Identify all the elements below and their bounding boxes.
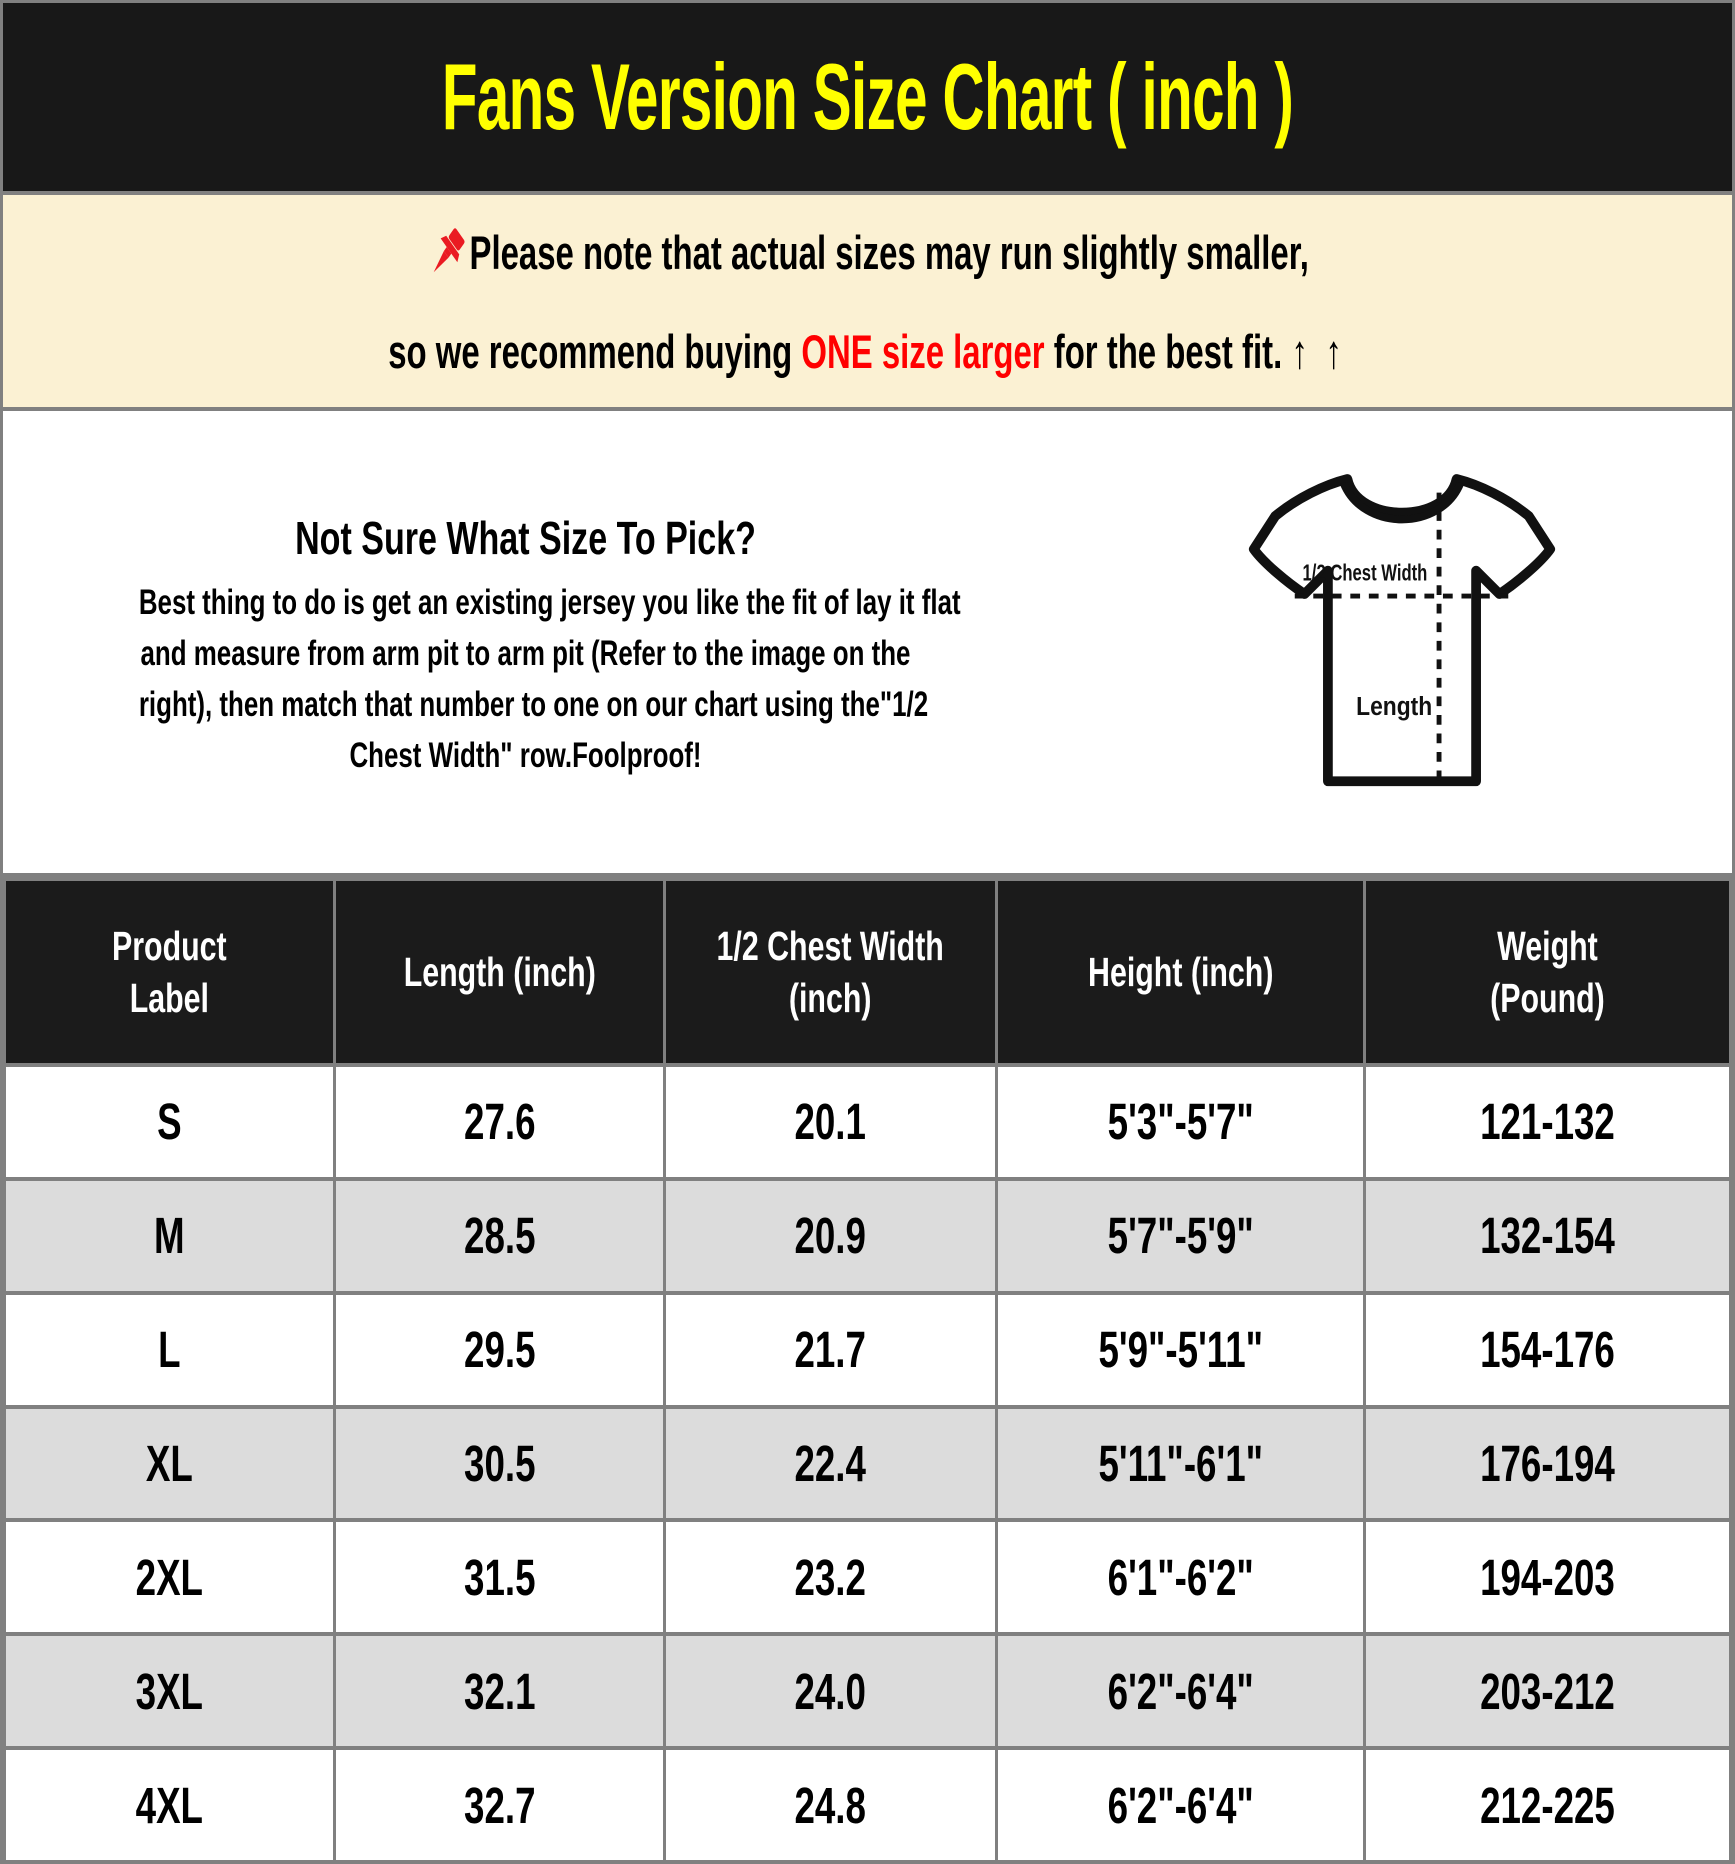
height-cell: 5'9"-5'11" (994, 1290, 1367, 1409)
sizing-help-line: Best thing to do is get an existing jers… (138, 583, 961, 622)
height-cell: 6'1"-6'2" (994, 1518, 1367, 1637)
note-text-2-pre: so we recommend buying (388, 325, 802, 378)
length-label: Length (1356, 691, 1432, 721)
size-table: Product Label Length (inch) 1/2 Chest Wi… (3, 877, 1732, 1864)
note-text-2-post: for the best fit. (1044, 325, 1292, 378)
size-label-cell: 2XL (3, 1518, 336, 1637)
weight-cell: 121-132 (1363, 1063, 1732, 1181)
t-shirt-outline (1248, 474, 1556, 787)
t-shirt-diagram: 1/2 Chest Width Length (1246, 459, 1558, 816)
table-row: M 28.5 20.9 5'7"-5'9" 132-154 (3, 1176, 1732, 1295)
height-cell: 5'7"-5'9" (994, 1176, 1367, 1295)
chest-cell: 22.4 (663, 1404, 998, 1523)
sizing-help-text: Not Sure What Size To Pick? Best thing t… (3, 509, 1048, 781)
pushpin-icon (426, 223, 468, 294)
height-cell: 5'3"-5'7" (994, 1063, 1367, 1181)
weight-cell: 132-154 (1363, 1176, 1732, 1295)
table-row: 2XL 31.5 23.2 6'1"-6'2" 194-203 (3, 1518, 1732, 1637)
table-row: 4XL 32.7 24.8 6'2"-6'4" 212-225 (3, 1746, 1732, 1864)
chest-cell: 24.8 (663, 1746, 998, 1864)
note-emphasis: ONE size larger (801, 325, 1045, 378)
header-line: Height (inch) (1087, 949, 1274, 995)
header-cell-product-label: Product Label (3, 877, 336, 1067)
sizing-help-heading: Not Sure What Size To Pick? (295, 512, 756, 564)
header-line: Label (129, 975, 209, 1021)
chest-cell: 21.7 (663, 1290, 998, 1409)
size-label-cell: 3XL (3, 1632, 336, 1751)
height-cell: 5'11"-6'1" (994, 1404, 1367, 1523)
collar-line (1339, 481, 1465, 524)
header-cell-height: Height (inch) (994, 877, 1367, 1067)
height-cell: 6'2"-6'4" (994, 1632, 1367, 1751)
sizing-help-section: Not Sure What Size To Pick? Best thing t… (3, 411, 1732, 873)
length-cell: 28.5 (332, 1176, 667, 1295)
table-header-row: Product Label Length (inch) 1/2 Chest Wi… (3, 877, 1732, 1067)
header-line: (Pound) (1490, 975, 1605, 1021)
sizing-help-line: Chest Width" row.Foolproof! (349, 736, 702, 775)
chest-cell: 23.2 (663, 1518, 998, 1637)
weight-cell: 194-203 (1363, 1518, 1732, 1637)
header-line: Product (112, 923, 227, 969)
length-cell: 30.5 (332, 1404, 667, 1523)
chest-label: 1/2 Chest Width (1303, 559, 1428, 585)
header-line: (inch) (789, 975, 872, 1021)
sizing-help-line: right), then match that number to one on… (138, 685, 929, 724)
table-row: XL 30.5 22.4 5'11"-6'1" 176-194 (3, 1404, 1732, 1523)
header-cell-length: Length (inch) (332, 877, 667, 1067)
header-line: Weight (1497, 923, 1598, 969)
header-line: Length (inch) (403, 949, 596, 995)
note-banner: Please note that actual sizes may run sl… (3, 195, 1732, 407)
weight-cell: 212-225 (1363, 1746, 1732, 1864)
chest-cell: 20.1 (663, 1063, 998, 1181)
header-cell-chest-width: 1/2 Chest Width (inch) (663, 877, 998, 1067)
table-row: S 27.6 20.1 5'3"-5'7" 121-132 (3, 1063, 1732, 1181)
size-label-cell: 4XL (3, 1746, 336, 1864)
table-row: L 29.5 21.7 5'9"-5'11" 154-176 (3, 1290, 1732, 1409)
size-label-cell: XL (3, 1404, 336, 1523)
header-cell-weight: Weight (Pound) (1363, 877, 1732, 1067)
length-cell: 32.1 (332, 1632, 667, 1751)
size-label-cell: L (3, 1290, 336, 1409)
size-label-cell: M (3, 1176, 336, 1295)
up-arrows: ↑ ↑ (1291, 325, 1347, 378)
chest-cell: 24.0 (663, 1632, 998, 1751)
title-bar: Fans Version Size Chart ( inch ) (3, 3, 1732, 191)
weight-cell: 176-194 (1363, 1404, 1732, 1523)
length-cell: 32.7 (332, 1746, 667, 1864)
weight-cell: 154-176 (1363, 1290, 1732, 1409)
page-title: Fans Version Size Chart ( inch ) (441, 44, 1294, 149)
note-line-2: so we recommend buying ONE size larger f… (389, 324, 1347, 379)
note-text-1: Please note that actual sizes may run sl… (469, 226, 1309, 279)
length-cell: 31.5 (332, 1518, 667, 1637)
sizing-help-line: and measure from arm pit to arm pit (Ref… (140, 634, 911, 673)
weight-cell: 203-212 (1363, 1632, 1732, 1751)
header-line: 1/2 Chest Width (716, 923, 945, 969)
size-label-cell: S (3, 1063, 336, 1181)
length-cell: 29.5 (332, 1290, 667, 1409)
chest-cell: 20.9 (663, 1176, 998, 1295)
note-line-1: Please note that actual sizes may run sl… (426, 223, 1309, 294)
table-row: 3XL 32.1 24.0 6'2"-6'4" 203-212 (3, 1632, 1732, 1751)
height-cell: 6'2"-6'4" (994, 1746, 1367, 1864)
length-cell: 27.6 (332, 1063, 667, 1181)
